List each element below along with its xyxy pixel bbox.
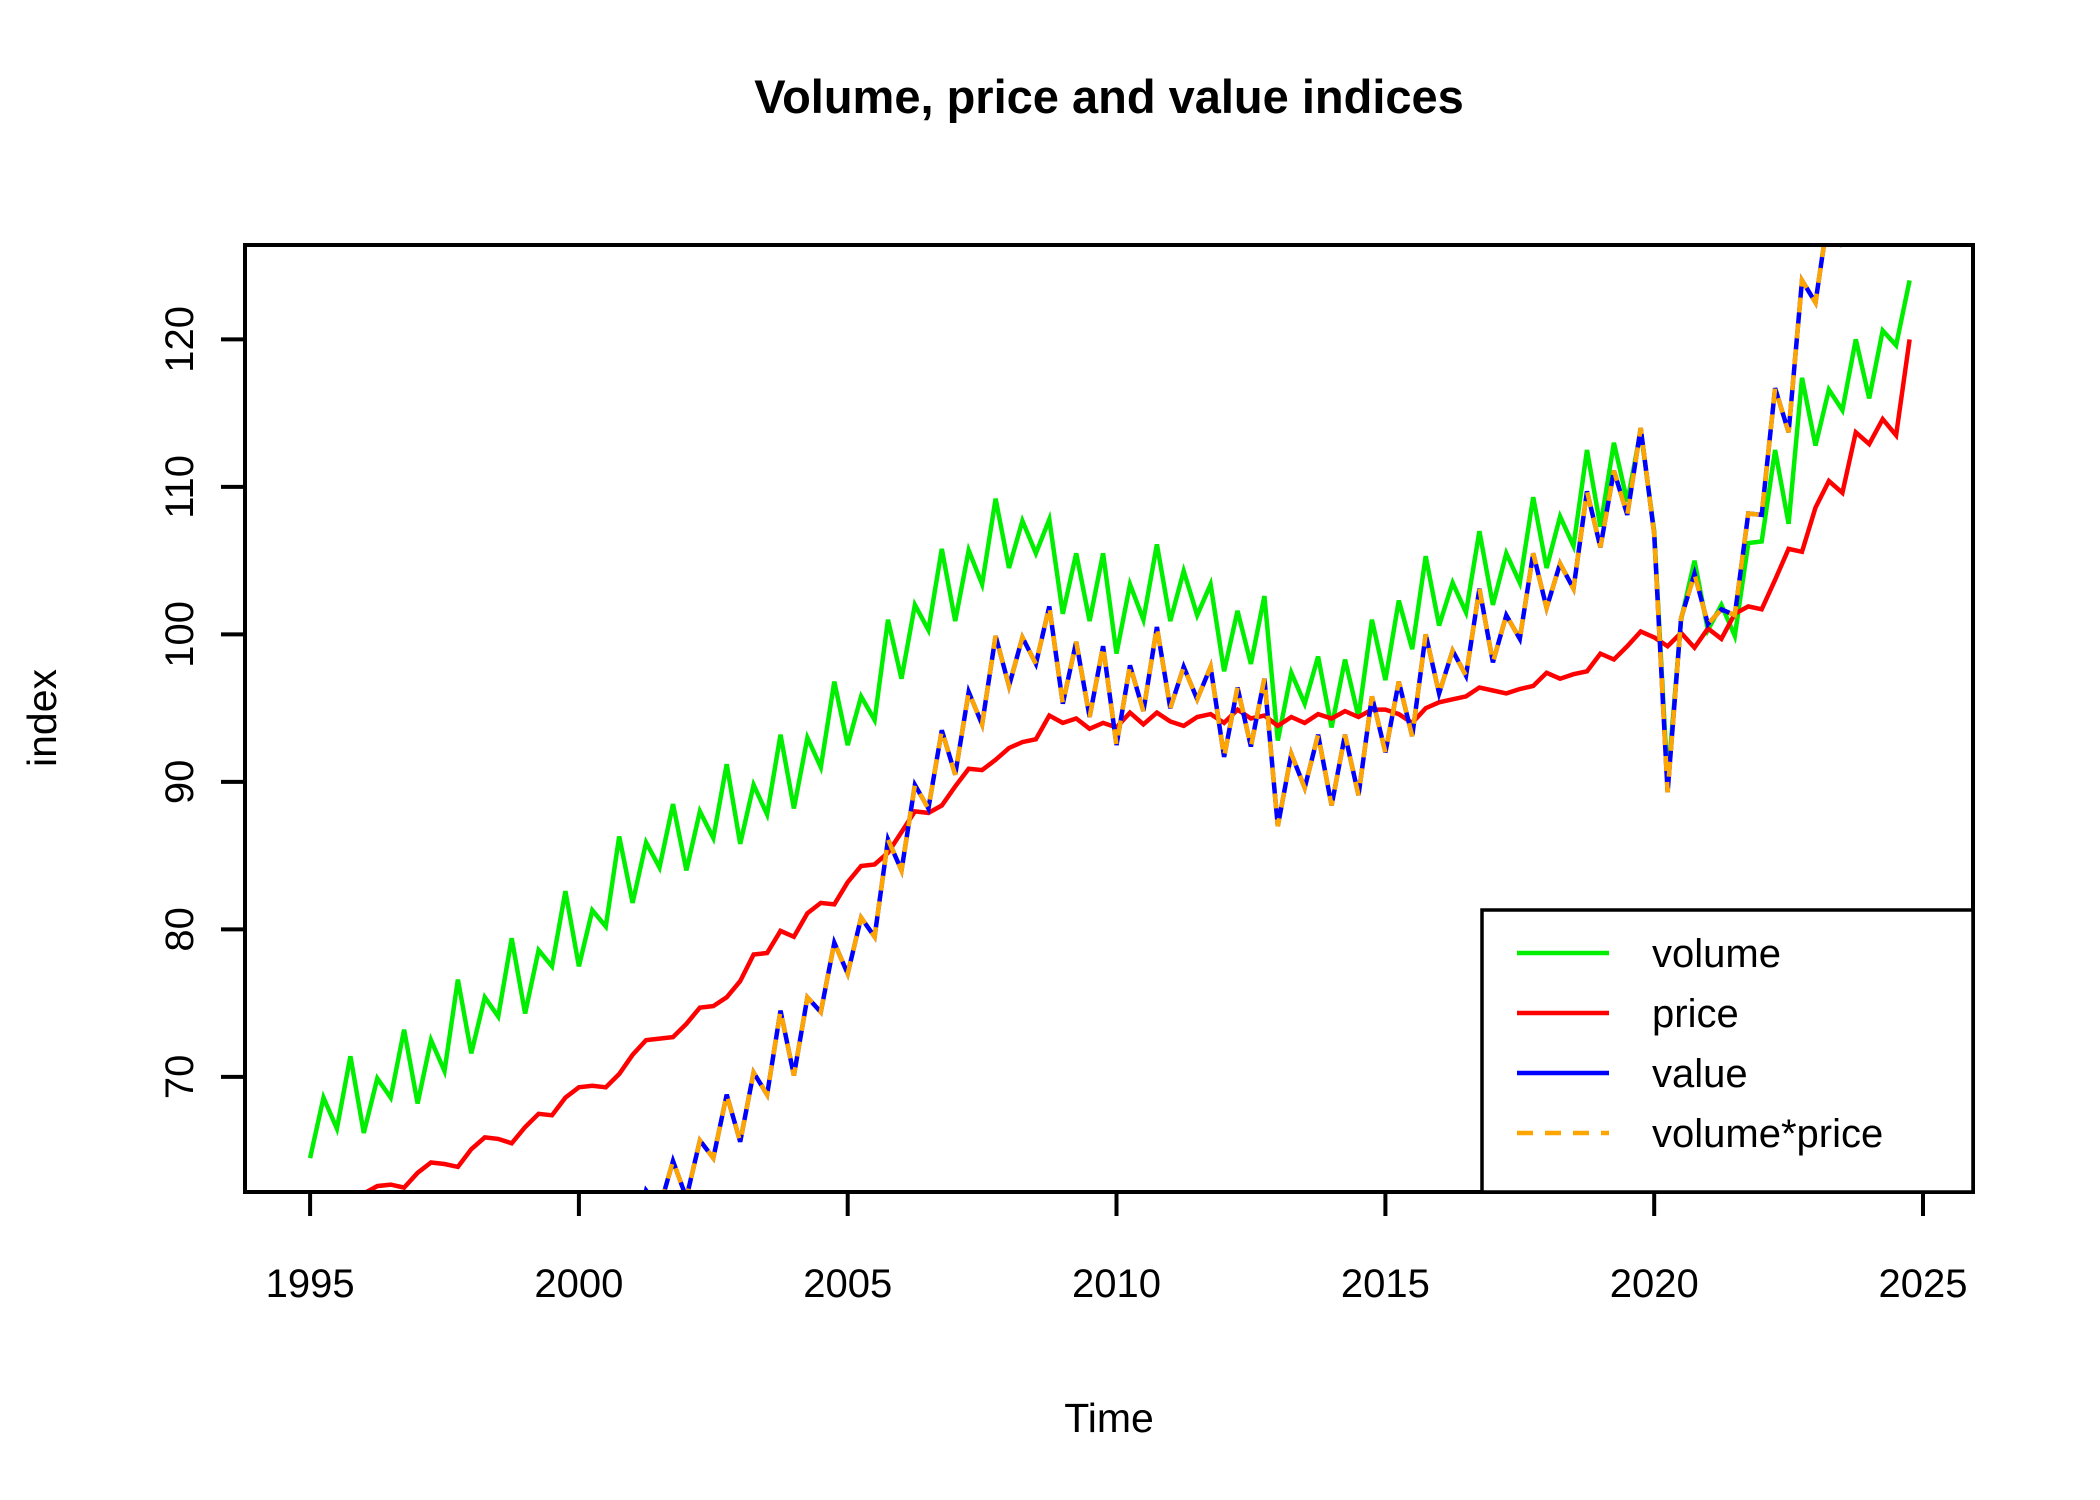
y-axis-title: index: [19, 668, 65, 767]
legend-label-value: value: [1652, 1052, 1748, 1096]
x-tick-label: 2000: [534, 1262, 623, 1306]
chart-title: Volume, price and value indices: [754, 70, 1464, 123]
x-tick-label: 2015: [1341, 1262, 1430, 1306]
x-tick-label: 2025: [1879, 1262, 1968, 1306]
y-tick-label: 70: [158, 1055, 202, 1100]
series-price: [361, 339, 1912, 1192]
x-tick-label: 1995: [266, 1262, 355, 1306]
legend-box: volume price value volume*price: [1480, 908, 1975, 1194]
y-axis: 70 80 90 100 110 120: [158, 306, 245, 1099]
plot-border: [243, 243, 1975, 1194]
x-tick-label: 2020: [1610, 1262, 1699, 1306]
x-axis: 1995 2000 2005 2010 2015 2020 2025: [266, 1192, 1968, 1306]
y-tick-label: 120: [158, 306, 202, 373]
x-axis-title: Time: [1064, 1395, 1154, 1441]
y-tick-label: 100: [158, 601, 202, 668]
series-volume-price: [643, 245, 1845, 1192]
legend-frame: [1480, 908, 1975, 1194]
x-tick-label: 2005: [803, 1262, 892, 1306]
y-tick-label: 90: [158, 760, 202, 805]
y-tick-label: 80: [158, 907, 202, 952]
legend-label-volume: volume: [1652, 932, 1781, 976]
legend-label-volume-price: volume*price: [1652, 1112, 1883, 1156]
y-tick-label: 110: [158, 455, 202, 519]
x-tick-label: 2010: [1072, 1262, 1161, 1306]
series-layer: [307, 245, 1912, 1192]
legend-label-price: price: [1652, 992, 1739, 1036]
